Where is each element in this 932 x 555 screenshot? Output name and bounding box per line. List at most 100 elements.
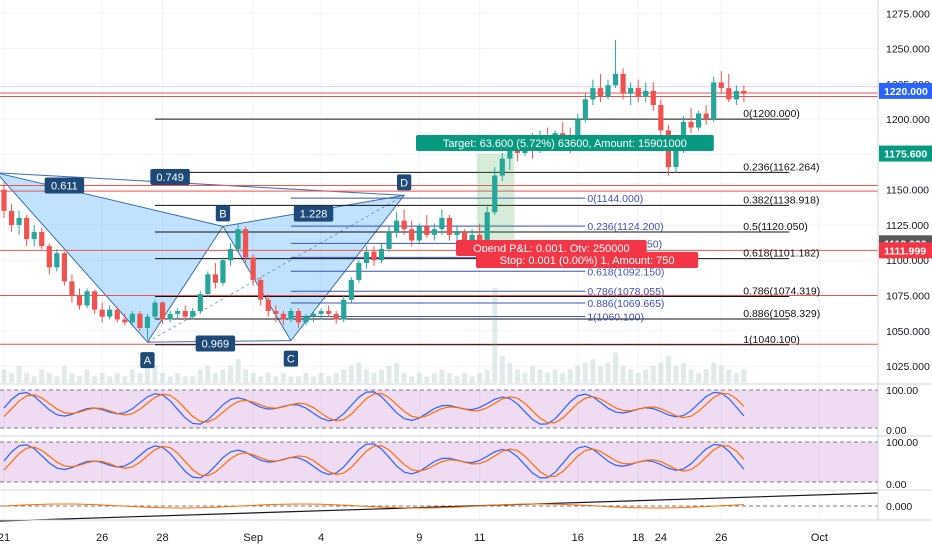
volume-bar <box>92 376 98 383</box>
volume-bar <box>250 372 256 383</box>
stochastic-1-axis-label: 100.00 <box>886 385 918 397</box>
volume-bar <box>477 372 483 383</box>
fib-right-level-label: 0.786(1074.319) <box>743 285 820 297</box>
macd-axis-label: 0.000 <box>886 501 912 513</box>
volume-bar <box>605 362 611 383</box>
time-tick-label: 24 <box>655 532 667 544</box>
price-tick-label: 1275.000 <box>886 8 930 20</box>
pattern-point-a: A <box>140 352 155 369</box>
time-tick-label: 18 <box>632 532 644 544</box>
volume-bar <box>9 372 15 383</box>
candle-body <box>711 82 717 120</box>
volume-bar <box>288 376 294 383</box>
pattern-point-c: C <box>283 350 299 367</box>
volume-bar <box>152 366 158 383</box>
volume-bar <box>597 366 603 383</box>
volume-bar <box>356 362 362 383</box>
price-badge-bg <box>879 242 932 259</box>
volume-bar <box>137 372 143 383</box>
volume-bar <box>129 369 135 383</box>
volume-bar <box>273 376 279 383</box>
pattern-point-c-text: C <box>287 354 295 366</box>
position-target-label-bg <box>416 135 714 151</box>
stochastic-2-axis-label: 100.00 <box>886 437 918 449</box>
position-stop-label-text: Stop: 0.001 (0.00%) 1, Amount: 750 <box>500 255 675 267</box>
volume-bar <box>741 369 747 383</box>
candle-body <box>499 158 505 176</box>
pattern-ratio-label: 0.611 <box>44 177 85 194</box>
volume-bar <box>99 372 105 383</box>
volume-bar <box>424 376 430 383</box>
volume-bar <box>733 372 739 383</box>
volume-bar <box>197 369 203 383</box>
volume-bar <box>348 366 354 383</box>
candle-body <box>726 88 732 100</box>
pattern-ratio-label: 0.969 <box>195 335 236 352</box>
volume-bar <box>228 366 233 383</box>
volume-bar <box>726 369 732 383</box>
volume-bar <box>31 376 37 383</box>
volume-bar <box>560 372 566 383</box>
volume-bar <box>311 376 317 383</box>
candle-body <box>446 217 453 235</box>
candle-body <box>129 313 135 323</box>
volume-bar <box>107 376 113 383</box>
volume-bar <box>582 362 588 383</box>
candle-body <box>416 226 422 241</box>
pattern-ratio-label-bg <box>44 177 85 194</box>
candle-body <box>620 73 626 94</box>
stochastic-2-axis-label: 0.00 <box>886 479 907 491</box>
candle-body <box>310 313 317 317</box>
candle-body <box>227 248 234 261</box>
price-badge-text: 1111.999 <box>884 245 926 257</box>
volume-bars <box>1 288 747 383</box>
volume-bar <box>575 366 581 383</box>
candle-body <box>114 309 120 320</box>
candle-body <box>273 311 279 314</box>
volume-bar <box>212 372 218 383</box>
macd-trendline <box>0 492 879 522</box>
volume-bar <box>401 372 407 383</box>
volume-bar <box>84 369 90 383</box>
volume-bar <box>681 362 686 383</box>
volume-bar <box>280 372 286 383</box>
volume-bar <box>658 362 664 383</box>
position-stop-label: Stop: 0.001 (0.00%) 1, Amount: 750 <box>476 252 699 268</box>
volume-bar <box>394 362 400 383</box>
pattern-ratio-label-bg <box>293 205 334 222</box>
volume-bar <box>318 372 324 383</box>
candle-body <box>16 217 22 225</box>
volume-bar <box>386 366 392 383</box>
price-tick-label: 1075.000 <box>886 291 930 303</box>
volume-bar <box>703 369 709 383</box>
time-tick-label: 9 <box>416 532 422 544</box>
candle-body <box>54 253 60 268</box>
candle-body <box>92 291 98 310</box>
candle-body <box>492 175 498 213</box>
volume-bar <box>446 372 452 383</box>
candle-body <box>628 88 634 94</box>
fib-right-level-label: 0.886(1058.329) <box>743 308 820 320</box>
horizontal-lines[interactable] <box>0 86 878 345</box>
volume-bar <box>522 372 528 383</box>
candle-body <box>378 248 385 261</box>
volume-bar <box>613 352 619 383</box>
candle-body <box>235 229 241 249</box>
volume-bar <box>122 376 128 383</box>
volume-bar <box>514 369 520 383</box>
volume-bar <box>454 376 460 383</box>
volume-bar <box>333 372 339 383</box>
candle-body <box>8 210 15 225</box>
price-tick-label: 1200.000 <box>886 114 930 126</box>
candle-body <box>69 281 75 296</box>
candle-body <box>84 291 90 306</box>
candle-body <box>137 313 143 328</box>
volume-bar <box>696 372 702 383</box>
time-tick-label: 11 <box>474 532 485 544</box>
volume-bar <box>341 369 347 383</box>
candle-body <box>190 311 196 317</box>
price-badge-bg <box>879 82 932 99</box>
